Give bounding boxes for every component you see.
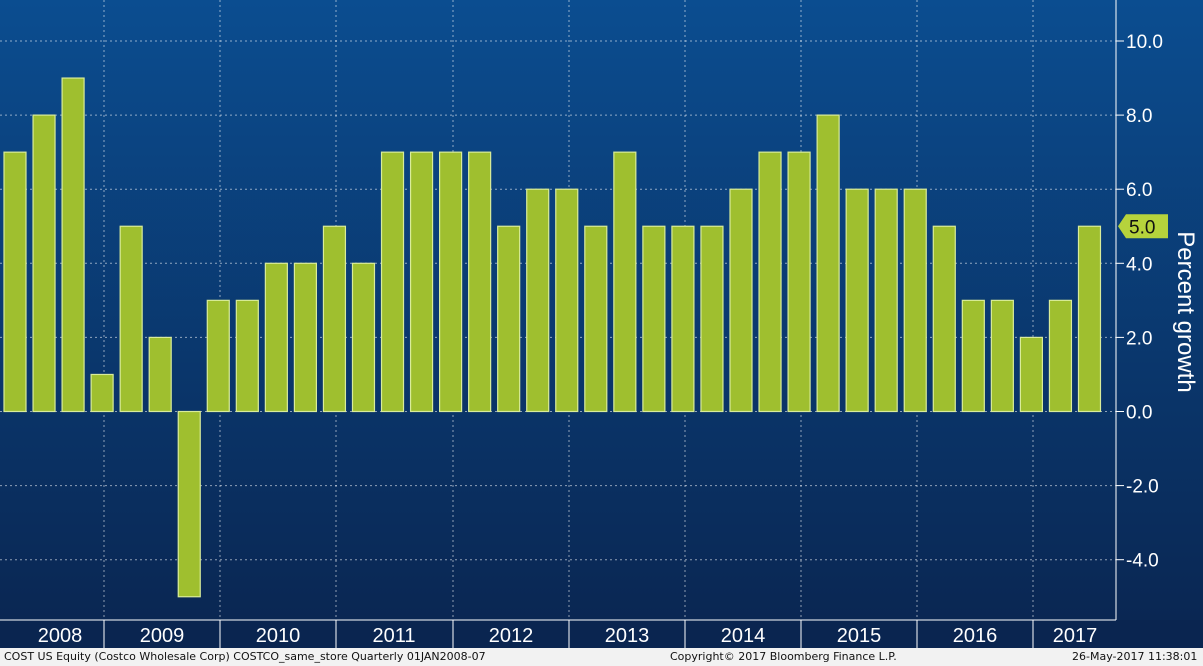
- bar-29: [845, 188, 869, 413]
- y-tick-label-3: 4.0: [1126, 254, 1152, 275]
- bar-18: [526, 188, 550, 413]
- bar-15: [439, 151, 463, 413]
- y-axis: 10.08.06.04.02.00.0-2.0-4.0-6.05.0: [1115, 0, 1168, 646]
- bar-4: [119, 225, 143, 413]
- x-axis: 2008 2009 2010 2011 2012 2013 2014 2015 2016 2017: [0, 619, 1203, 648]
- x-tick-label-2: 2010: [256, 625, 301, 647]
- y-tick-label-7: -4.0: [1126, 551, 1159, 572]
- chart-svg: 10.08.06.04.02.00.0-2.0-4.0-6.05.0 20082…: [0, 0, 1203, 648]
- x-tick-label-9: 2017: [1053, 625, 1098, 647]
- bar-5: [148, 336, 172, 413]
- bar-28: [816, 114, 840, 413]
- bar-19: [555, 188, 579, 413]
- x-tick-label-0: 2008: [38, 625, 83, 647]
- footer: COST US Equity (Costco Wholesale Corp) C…: [0, 648, 1203, 666]
- bar-37: [1077, 225, 1102, 413]
- bar-36: [1048, 299, 1073, 413]
- bar-17: [497, 225, 521, 413]
- footer-copyright: Copyright© 2017 Bloomberg Finance L.P.: [670, 650, 897, 663]
- x-tick-label-4: 2012: [489, 625, 534, 647]
- x-tick-label-6: 2014: [721, 625, 766, 647]
- x-tick-label-7: 2015: [837, 625, 882, 647]
- bars: [3, 77, 1102, 598]
- y-tick-label-0: 10.0: [1126, 32, 1163, 53]
- bar-23: [671, 225, 695, 413]
- bar-35: [1019, 336, 1044, 413]
- y-tick-label-6: -2.0: [1126, 477, 1159, 498]
- bar-7: [206, 299, 230, 413]
- bar-33: [961, 299, 985, 413]
- x-tick-label-3: 2011: [372, 625, 415, 647]
- footer-timestamp: 26-May-2017 11:38:01: [1072, 650, 1198, 663]
- y-tick-label-5: 0.0: [1126, 403, 1152, 424]
- bar-3: [90, 373, 114, 413]
- bar-6: [177, 410, 201, 598]
- bar-0: [3, 151, 27, 413]
- bar-34: [990, 299, 1014, 413]
- bar-30: [874, 188, 898, 413]
- bar-12: [351, 262, 376, 413]
- bar-14: [409, 151, 434, 413]
- bar-25: [729, 188, 753, 413]
- bar-24: [700, 225, 724, 413]
- bar-8: [235, 299, 259, 413]
- x-tick-label-1: 2009: [140, 625, 185, 647]
- bar-21: [613, 151, 637, 413]
- bar-26: [758, 151, 782, 413]
- bar-32: [932, 225, 956, 413]
- bar-27: [787, 151, 811, 413]
- y-tick-label-1: 8.0: [1126, 106, 1152, 127]
- bar-10: [293, 262, 317, 413]
- bar-2: [61, 77, 85, 413]
- bar-31: [903, 188, 927, 413]
- y-tick-label-4: 2.0: [1126, 328, 1152, 349]
- last-value-tag: [1118, 214, 1168, 239]
- bar-1: [32, 114, 56, 413]
- x-tick-label-8: 2016: [953, 625, 998, 647]
- bar-13: [380, 151, 405, 413]
- bar-16: [468, 151, 492, 413]
- x-axis-band: [0, 620, 1203, 648]
- footer-source: COST US Equity (Costco Wholesale Corp) C…: [4, 650, 486, 663]
- bar-20: [584, 225, 608, 413]
- y-tick-label-2: 6.0: [1126, 180, 1152, 201]
- x-tick-label-5: 2013: [605, 625, 650, 647]
- bar-11: [322, 225, 347, 413]
- y-axis-label: Percent growth: [1172, 231, 1199, 392]
- bar-22: [642, 225, 666, 413]
- last-value-label: 5.0: [1129, 217, 1155, 238]
- bar-9: [264, 262, 288, 413]
